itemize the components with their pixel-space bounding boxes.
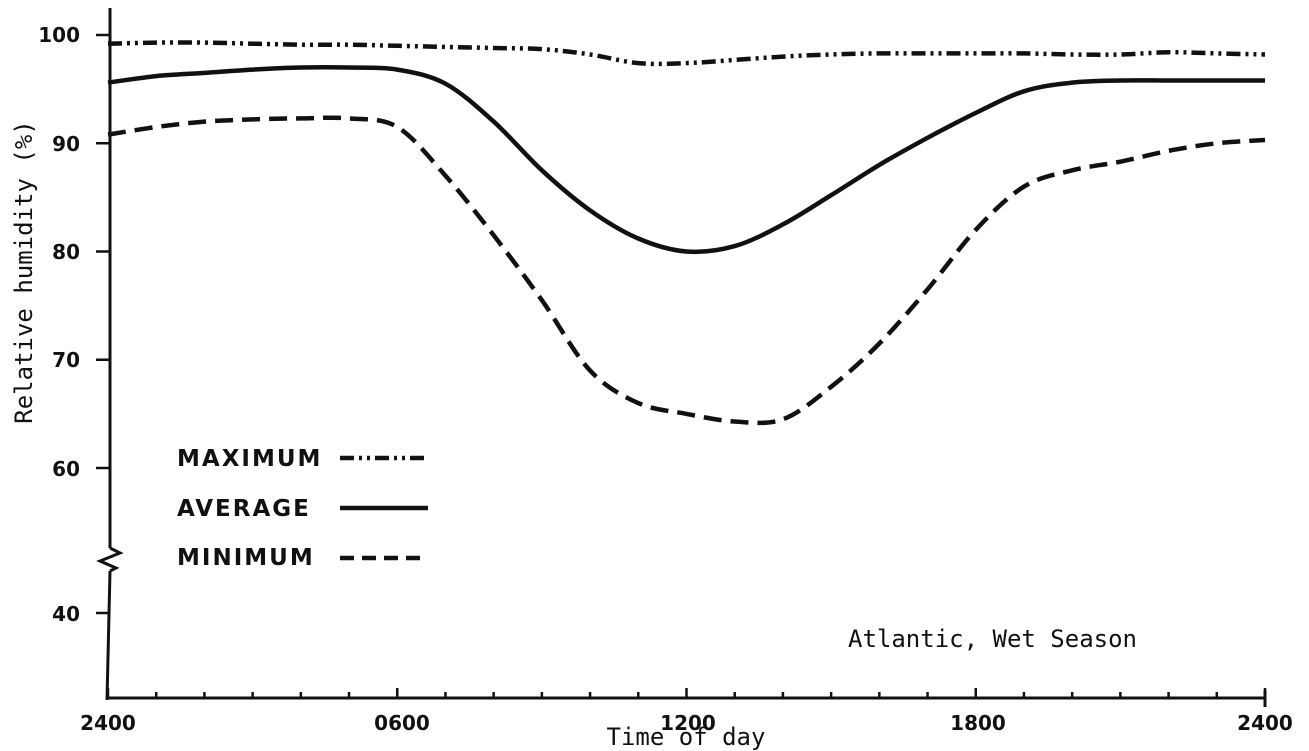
x-tick-label: 2400 bbox=[1237, 711, 1293, 735]
x-tick-label: 1200 bbox=[660, 711, 716, 735]
y-axis-lower bbox=[105, 570, 112, 701]
legend-label-minimum: MINIMUM bbox=[177, 545, 315, 571]
y-tick-label: 100 bbox=[38, 23, 80, 47]
x-tick-label: 2400 bbox=[80, 711, 136, 735]
y-tick-label: 60 bbox=[52, 457, 80, 481]
series-line-minimum bbox=[107, 115, 1266, 426]
chart-annotation: Atlantic, Wet Season bbox=[848, 625, 1137, 653]
series-line-average bbox=[107, 64, 1265, 255]
x-axis-title: Time of day bbox=[607, 723, 766, 751]
y-tick-label: 70 bbox=[52, 348, 80, 372]
y-tick-label: 90 bbox=[52, 132, 80, 156]
y-tick-labels: 100 90 80 70 60 40 bbox=[38, 23, 80, 626]
axes bbox=[96, 8, 1267, 707]
series-line-maximum bbox=[107, 40, 1266, 67]
legend-label-average: AVERAGE bbox=[177, 496, 311, 522]
x-tick-label: 0600 bbox=[374, 711, 430, 735]
x-tick-label: 1800 bbox=[950, 711, 1006, 735]
x-tick-labels: 2400 0600 1200 1800 2400 bbox=[80, 711, 1293, 735]
legend-label-maximum: MAXIMUM bbox=[177, 446, 322, 472]
y-axis-title: Relative humidity (%) bbox=[10, 120, 38, 423]
ticks bbox=[96, 33, 1267, 698]
legend: MAXIMUM AVERAGE MINIMUM bbox=[177, 446, 428, 571]
series-lines bbox=[107, 40, 1266, 426]
y-tick-label: 40 bbox=[52, 602, 80, 626]
y-tick-label: 80 bbox=[52, 240, 80, 264]
axis-break-icon bbox=[96, 546, 124, 573]
